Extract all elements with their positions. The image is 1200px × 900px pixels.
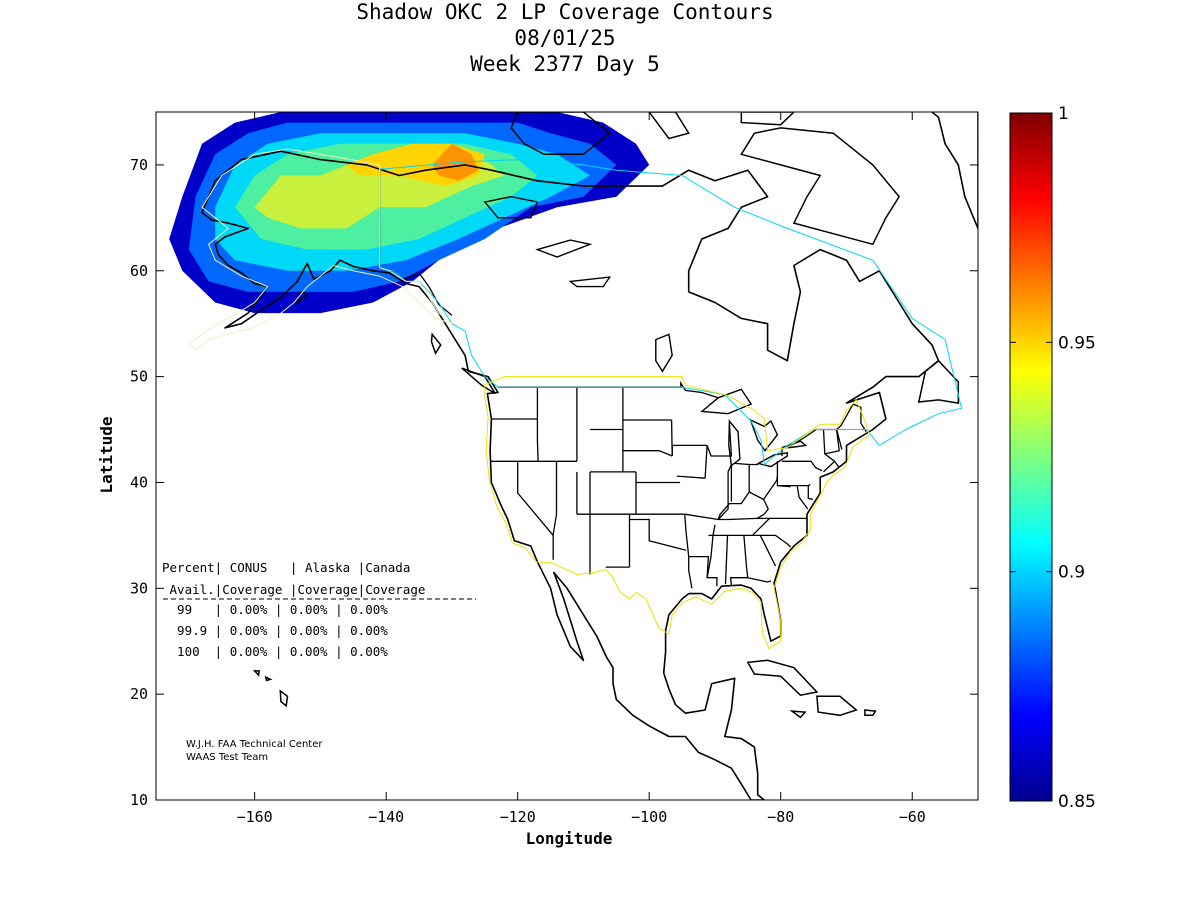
table-header-1: Percent| CONUS | Alaska |Canada: [162, 560, 410, 575]
border-line: [708, 517, 808, 537]
y-axis-label: Latitude: [97, 416, 116, 493]
border-line: [629, 518, 687, 551]
border-line: [536, 387, 539, 462]
lake-outline: [655, 333, 673, 373]
credit-line-2: WAAS Test Team: [186, 752, 268, 763]
x-tick-label: −160: [237, 808, 273, 826]
border-line: [824, 429, 840, 455]
y-tick-label: 30: [130, 579, 148, 597]
island-outline: [864, 709, 877, 717]
lake-outline: [483, 195, 539, 219]
island-outline: [648, 112, 690, 140]
table-row: 99.9 | 0.00% | 0.00% | 0.00%: [162, 623, 388, 638]
border-line: [823, 460, 840, 473]
border-line: [684, 514, 718, 587]
y-tick-label: 70: [130, 156, 148, 174]
credit-line-1: W.J.H. FAA Technical Center: [186, 739, 323, 750]
chart-title-line-2: 08/01/25: [514, 26, 616, 50]
border-line: [796, 485, 809, 510]
border-line: [552, 461, 558, 560]
border-line: [517, 461, 554, 536]
border-line: [776, 461, 811, 487]
lake-outline: [568, 276, 612, 288]
island-outline: [816, 695, 858, 717]
island-outline: [264, 675, 273, 682]
border-line: [786, 403, 867, 449]
island-outline: [740, 112, 795, 126]
colorbar-tick-label: 0.9: [1058, 563, 1085, 583]
border-line: [760, 534, 792, 548]
lake-outline: [728, 419, 741, 467]
plot-frame: [155, 111, 979, 801]
border-line: [807, 485, 814, 501]
island-outline: [430, 332, 442, 356]
x-tick-label: −60: [899, 808, 926, 826]
alaska-service-boundary: [188, 148, 453, 351]
border-line: [777, 484, 791, 488]
border-line: [622, 450, 673, 457]
service-boundary-layer: [188, 148, 963, 650]
x-axis-label: Longitude: [526, 829, 613, 848]
y-tick-label: 40: [130, 473, 148, 491]
border-line: [671, 444, 708, 456]
border-line: [706, 535, 714, 578]
y-tick-label: 50: [130, 368, 148, 386]
border-line: [717, 464, 732, 520]
lake-outline: [756, 451, 788, 468]
colorbar-tick-label: 1: [1058, 104, 1069, 124]
x-tick-label: −120: [500, 808, 536, 826]
border-line: [747, 577, 772, 583]
table-row: 100 | 0.00% | 0.00% | 0.00%: [162, 644, 388, 659]
coastline-layer: [201, 112, 978, 800]
island-outline: [252, 670, 261, 677]
greenland-coastline: [930, 112, 978, 229]
table-row: 99 | 0.00% | 0.00% | 0.00%: [162, 602, 388, 617]
colorbar-tick-label: 0.95: [1058, 333, 1096, 353]
border-line: [782, 460, 823, 472]
x-tick-label: −80: [767, 808, 794, 826]
x-tick-label: −100: [631, 808, 667, 826]
border-line: [712, 524, 716, 536]
lake-outline: [749, 418, 779, 452]
border-line: [734, 462, 750, 466]
island-outline: [789, 710, 807, 719]
island-outline: [510, 112, 611, 156]
border-line: [704, 423, 733, 479]
axis-ticks: −160 −140 −120 −100 −80 −60 10 20 30 40 50 60 70: [130, 112, 978, 826]
lake-outline: [700, 388, 753, 415]
island-outline: [917, 359, 960, 404]
border-line: [676, 475, 706, 479]
conus-service-boundary: [484, 376, 871, 650]
border-line: [724, 535, 729, 585]
colorbar-ticks: 0.85 0.9 0.95 1: [1010, 104, 1096, 812]
canada-service-boundary: [379, 159, 963, 466]
border-line: [718, 513, 765, 521]
north-america-coastline: [201, 150, 940, 800]
table-header-2: Avail.|Coverage |Coverage|Coverage: [162, 582, 425, 597]
island-outline: [746, 659, 819, 697]
border-line: [688, 556, 693, 589]
border-line: [717, 491, 769, 520]
border-line: [835, 429, 843, 450]
island-outline: [740, 127, 901, 246]
y-tick-label: 20: [130, 685, 148, 703]
coverage-table: Percent| CONUS | Alaska |Canada Avail.|C…: [162, 560, 476, 659]
lake-outline: [535, 239, 593, 258]
chart-title-line-1: Shadow OKC 2 LP Coverage Contours: [356, 0, 774, 24]
border-line: [763, 476, 779, 500]
island-outline: [461, 367, 496, 395]
y-tick-label: 60: [130, 262, 148, 280]
x-tick-label: −140: [368, 808, 404, 826]
island-outline: [279, 689, 289, 708]
colorbar: [1009, 112, 1053, 802]
colorbar-tick-label: 0.85: [1058, 792, 1096, 812]
border-line: [684, 513, 719, 521]
y-tick-label: 10: [130, 791, 148, 809]
chart-title-line-3: Week 2377 Day 5: [470, 52, 660, 76]
